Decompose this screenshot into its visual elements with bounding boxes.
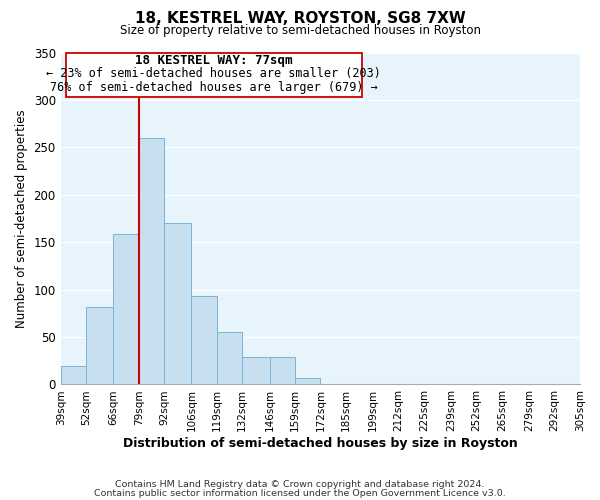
Text: 18, KESTREL WAY, ROYSTON, SG8 7XW: 18, KESTREL WAY, ROYSTON, SG8 7XW xyxy=(134,11,466,26)
Bar xyxy=(66,52,362,98)
Bar xyxy=(139,138,164,384)
Bar xyxy=(295,378,320,384)
Bar xyxy=(191,296,217,384)
Bar xyxy=(86,306,113,384)
Y-axis label: Number of semi-detached properties: Number of semi-detached properties xyxy=(15,109,28,328)
Bar xyxy=(242,357,269,384)
Text: 18 KESTREL WAY: 77sqm: 18 KESTREL WAY: 77sqm xyxy=(135,54,293,67)
Bar xyxy=(269,357,295,384)
Text: ← 23% of semi-detached houses are smaller (203): ← 23% of semi-detached houses are smalle… xyxy=(46,68,382,80)
Text: Contains public sector information licensed under the Open Government Licence v3: Contains public sector information licen… xyxy=(94,489,506,498)
Bar xyxy=(113,234,139,384)
Bar xyxy=(61,366,86,384)
X-axis label: Distribution of semi-detached houses by size in Royston: Distribution of semi-detached houses by … xyxy=(123,437,518,450)
Bar xyxy=(217,332,242,384)
Text: 76% of semi-detached houses are larger (679) →: 76% of semi-detached houses are larger (… xyxy=(50,80,378,94)
Bar xyxy=(164,223,191,384)
Text: Contains HM Land Registry data © Crown copyright and database right 2024.: Contains HM Land Registry data © Crown c… xyxy=(115,480,485,489)
Text: Size of property relative to semi-detached houses in Royston: Size of property relative to semi-detach… xyxy=(119,24,481,37)
